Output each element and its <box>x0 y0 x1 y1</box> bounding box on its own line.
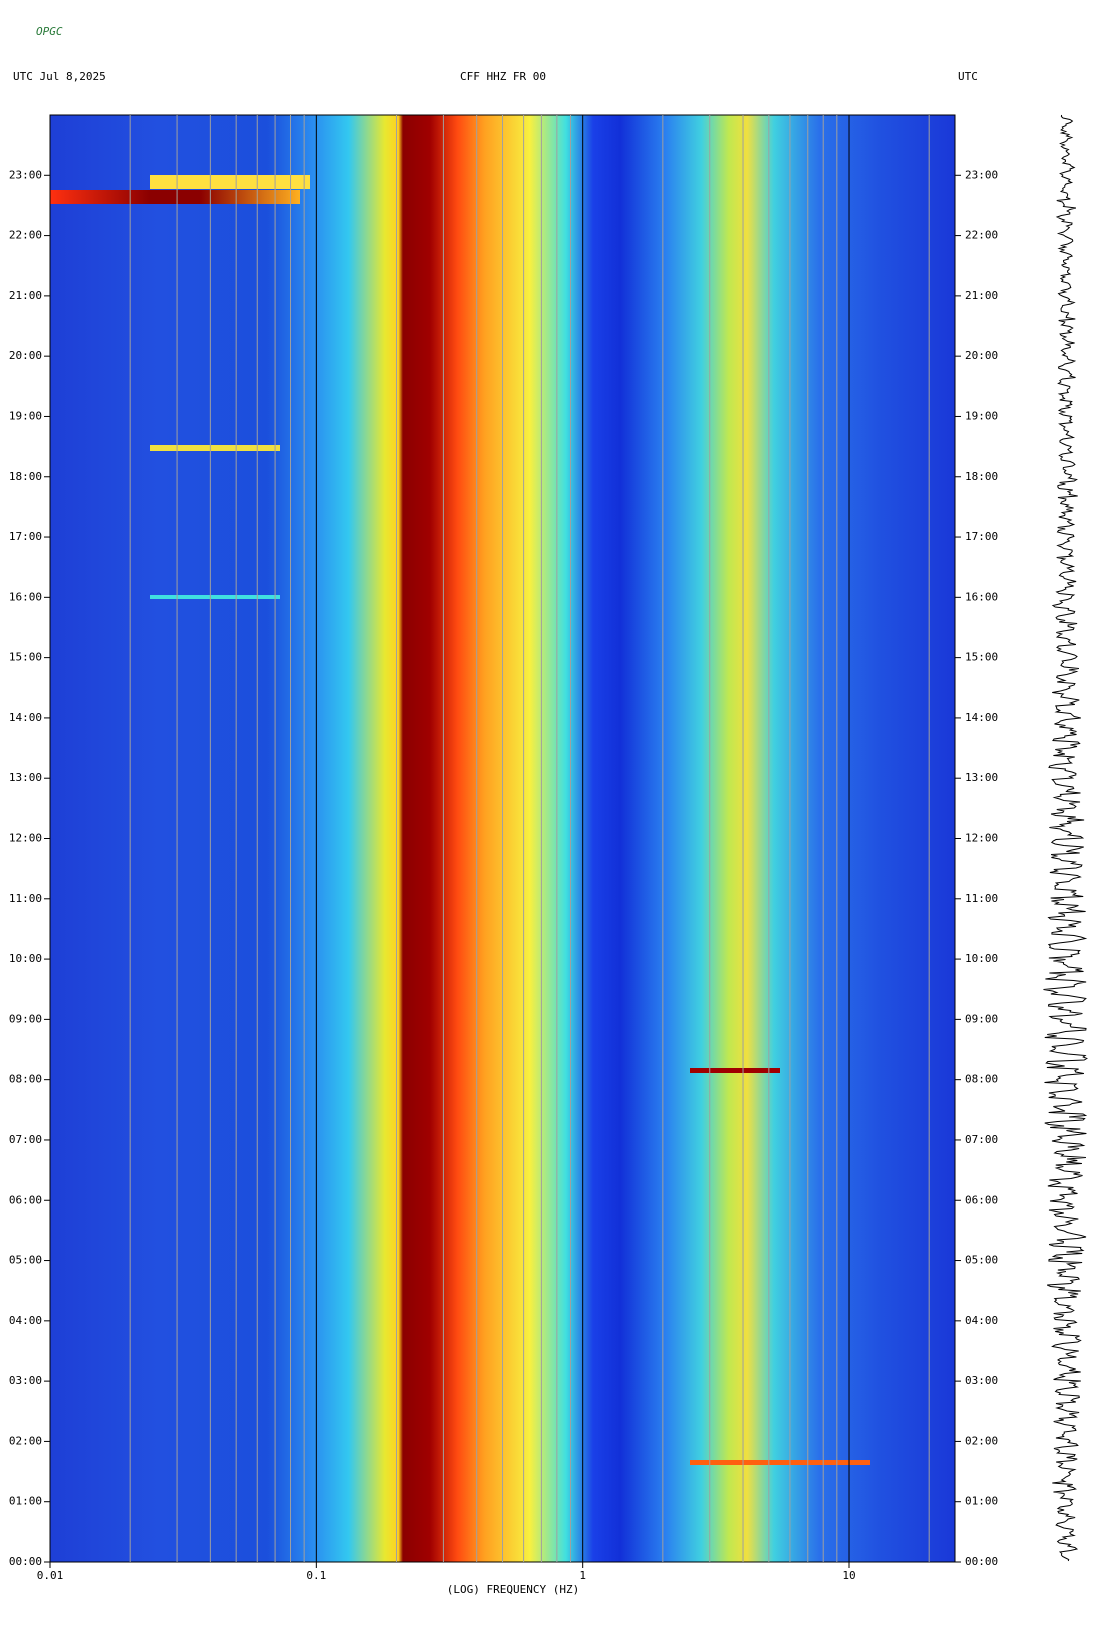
y-tick-label-right: 14:00 <box>965 711 998 724</box>
spectrogram-event <box>150 175 310 189</box>
y-tick-label: 10:00 <box>9 952 42 965</box>
y-tick-label: 08:00 <box>9 1073 42 1086</box>
y-tick-label-right: 00:00 <box>965 1555 998 1568</box>
y-tick-label-right: 08:00 <box>965 1073 998 1086</box>
y-tick-label: 05:00 <box>9 1254 42 1267</box>
y-tick-label: 14:00 <box>9 711 42 724</box>
chart-title: CFF HHZ FR 00 <box>460 70 546 83</box>
y-tick-label: 22:00 <box>9 229 42 242</box>
y-tick-label-right: 16:00 <box>965 590 998 603</box>
y-tick-label-right: 15:00 <box>965 651 998 664</box>
y-tick-label-right: 21:00 <box>965 289 998 302</box>
y-tick-label-right: 02:00 <box>965 1434 998 1447</box>
y-tick-label-right: 17:00 <box>965 530 998 543</box>
chart-subtitle: UTC Jul 8,2025 <box>13 70 106 83</box>
y-tick-label: 19:00 <box>9 409 42 422</box>
y-tick-label: 01:00 <box>9 1495 42 1508</box>
y-tick-label: 02:00 <box>9 1434 42 1447</box>
spectrogram-event <box>150 595 280 599</box>
y-tick-label: 11:00 <box>9 892 42 905</box>
spectrogram-event <box>150 445 280 451</box>
y-tick-label-right: 22:00 <box>965 229 998 242</box>
logo: OPGC <box>36 25 63 38</box>
x-tick-label: 0.1 <box>306 1569 326 1582</box>
right-label: UTC <box>958 70 978 83</box>
y-tick-label: 03:00 <box>9 1374 42 1387</box>
y-tick-label-right: 23:00 <box>965 168 998 181</box>
seismogram-trace <box>1043 114 1088 1562</box>
spectrogram-event <box>690 1460 870 1465</box>
y-tick-label: 09:00 <box>9 1012 42 1025</box>
y-tick-label-right: 07:00 <box>965 1133 998 1146</box>
y-tick-label-right: 10:00 <box>965 952 998 965</box>
y-tick-label: 06:00 <box>9 1193 42 1206</box>
y-tick-label: 20:00 <box>9 349 42 362</box>
y-tick-label-right: 11:00 <box>965 892 998 905</box>
y-tick-label-right: 13:00 <box>965 771 998 784</box>
x-tick-label: 1 <box>579 1569 586 1582</box>
y-tick-label-right: 04:00 <box>965 1314 998 1327</box>
y-tick-label-right: 09:00 <box>965 1012 998 1025</box>
y-tick-label: 13:00 <box>9 771 42 784</box>
y-tick-label-right: 12:00 <box>965 832 998 845</box>
x-axis-label: (LOG) FREQUENCY (HZ) <box>447 1583 579 1596</box>
spectrogram-event <box>690 1068 780 1073</box>
y-tick-label: 07:00 <box>9 1133 42 1146</box>
y-tick-label: 15:00 <box>9 651 42 664</box>
y-tick-label: 00:00 <box>9 1555 42 1568</box>
y-tick-label: 16:00 <box>9 590 42 603</box>
y-tick-label-right: 01:00 <box>965 1495 998 1508</box>
y-tick-label: 17:00 <box>9 530 42 543</box>
y-tick-label-right: 20:00 <box>965 349 998 362</box>
y-tick-label: 04:00 <box>9 1314 42 1327</box>
y-tick-label-right: 06:00 <box>965 1193 998 1206</box>
y-tick-label: 18:00 <box>9 470 42 483</box>
x-tick-label: 10 <box>842 1569 855 1582</box>
x-tick-label: 0.01 <box>37 1569 64 1582</box>
y-tick-label: 21:00 <box>9 289 42 302</box>
spectrogram-event <box>50 190 300 204</box>
y-tick-label: 23:00 <box>9 168 42 181</box>
y-tick-label-right: 03:00 <box>965 1374 998 1387</box>
y-tick-label: 12:00 <box>9 832 42 845</box>
y-tick-label-right: 05:00 <box>965 1254 998 1267</box>
y-tick-label-right: 18:00 <box>965 470 998 483</box>
y-tick-label-right: 19:00 <box>965 409 998 422</box>
